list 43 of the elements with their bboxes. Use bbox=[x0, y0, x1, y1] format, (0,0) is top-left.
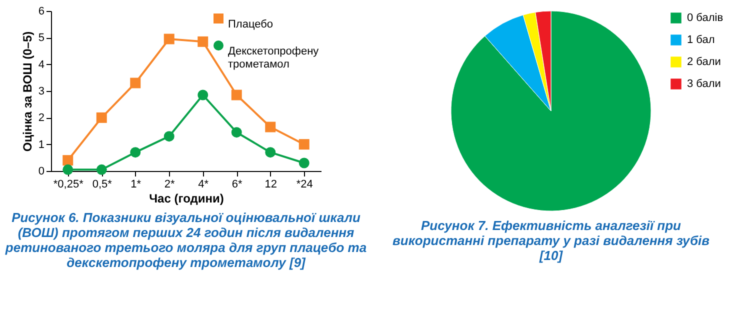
text: Рисунок 6. Показники візуальної оцінювальної шкали (ВОШ) протягом перших 24 годин після видалення ретинованого третього моляра для груп плацебо та декскетопрофену трометамолу [9] bbox=[4, 210, 367, 270]
legend-label: 3 бали bbox=[687, 78, 721, 90]
x-axis-title: Час (години) bbox=[149, 192, 224, 206]
point bbox=[298, 139, 310, 150]
y-tick-label: 0 bbox=[38, 166, 44, 178]
legend-label: 1 бал bbox=[687, 34, 715, 46]
y-axis-title: Оцінка за ВОШ (0–5) bbox=[20, 31, 34, 152]
point bbox=[62, 155, 74, 166]
y-tick-label: 1 bbox=[38, 138, 44, 151]
legend-label: Плацебо bbox=[228, 18, 274, 30]
point bbox=[198, 90, 208, 100]
x-tick-label: 4* bbox=[198, 178, 210, 190]
legend-label: 0 балів bbox=[687, 12, 724, 24]
point bbox=[164, 131, 174, 142]
x-tick-label: 1* bbox=[130, 178, 142, 190]
point bbox=[231, 127, 242, 138]
y-tick-label: 5 bbox=[38, 32, 44, 44]
point bbox=[62, 164, 74, 175]
y-tick-label: 4 bbox=[38, 58, 44, 71]
x-tick-label: 12 bbox=[264, 178, 277, 190]
y-tick-label: 3 bbox=[38, 86, 44, 98]
legend-label: Декскетопрофену трометамол bbox=[228, 46, 320, 70]
point bbox=[298, 158, 310, 168]
point bbox=[96, 112, 107, 123]
x-tick-label: *24 bbox=[296, 178, 313, 190]
pie-slice bbox=[484, 14, 552, 112]
y-tick-label: 6 bbox=[38, 6, 44, 18]
x-tick-label: *0,25* bbox=[53, 178, 84, 190]
y-tick-label: 2 bbox=[38, 112, 44, 124]
x-tick-label: 2* bbox=[164, 178, 176, 190]
legend-label: 2 бали bbox=[687, 56, 721, 68]
x-tick-label: 6* bbox=[232, 178, 244, 190]
pie-slice bbox=[450, 10, 652, 212]
point bbox=[130, 147, 141, 158]
x-tick-label: 0,5* bbox=[92, 178, 113, 190]
point bbox=[265, 147, 276, 158]
point bbox=[265, 122, 276, 132]
point bbox=[96, 164, 107, 175]
point bbox=[164, 34, 174, 44]
point bbox=[130, 78, 141, 88]
text: Рисунок 7. Ефективність аналгезії при використанні препарату у разі видалення зубів [10] bbox=[392, 218, 710, 263]
point bbox=[198, 36, 208, 47]
point bbox=[231, 90, 242, 100]
